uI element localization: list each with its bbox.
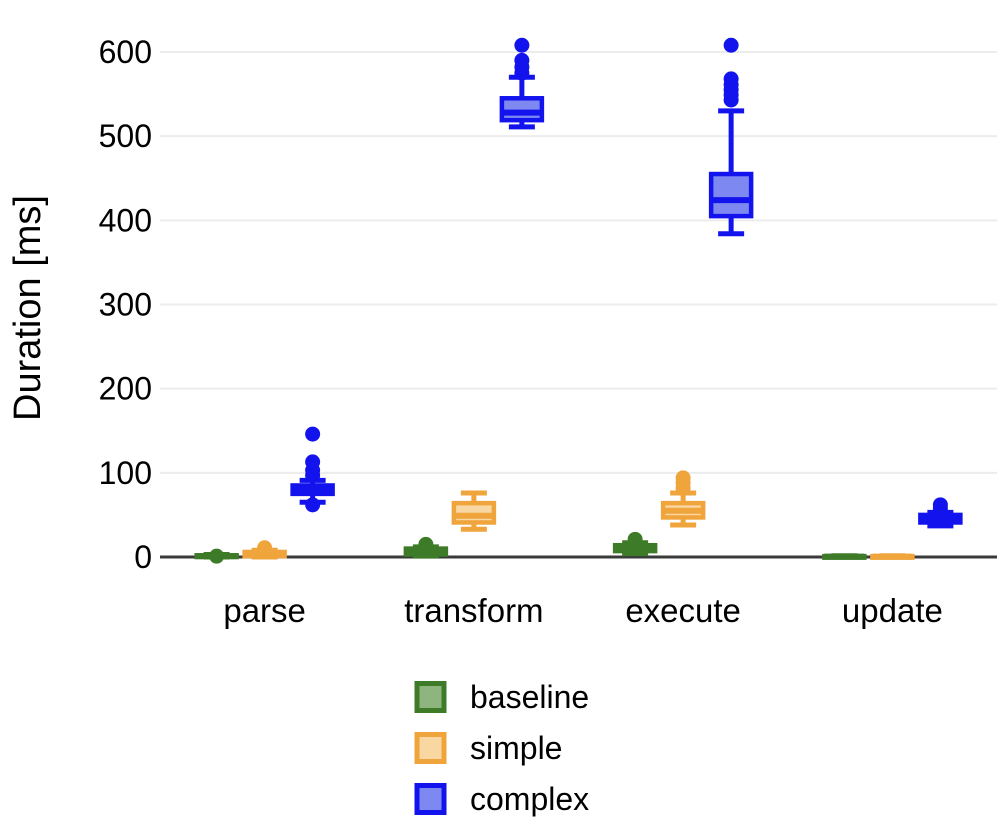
y-tick-label-600: 600 [99,34,152,70]
box [499,96,545,123]
y-tick-label-200: 200 [99,371,152,407]
boxplot-transform-baseline [403,536,449,559]
y-tick-label-300: 300 [99,286,152,322]
boxplot-execute-simple [660,470,706,528]
legend-swatch-complex [414,783,447,815]
boxplot-update-simple [870,553,915,560]
outlier-dot [627,531,643,547]
boxplot-execute-complex [708,37,754,237]
x-tick-label-transform: transform [404,592,543,629]
boxplot-update-baseline [822,553,867,560]
legend-label-baseline: baseline [470,679,589,715]
y-tick-label-500: 500 [99,118,152,154]
outlier-dot [675,470,691,486]
y-tick-label-0: 0 [134,539,152,575]
outlier-dot [418,536,434,552]
x-tick-label-execute: execute [625,592,741,629]
outlier-dot [723,37,739,53]
x-tick-label-parse: parse [223,592,306,629]
boxplot-parse-complex [290,426,335,513]
y-axis-title: Duration [ms] [7,195,49,421]
outlier-dot [305,497,321,513]
legend-swatch-baseline [414,681,447,713]
x-tick-label-update: update [842,592,943,629]
boxplot-parse-simple [242,540,287,560]
outlier-dot [305,426,321,442]
boxplot-transform-simple [451,490,497,532]
boxplot-update-complex [918,497,963,529]
outlier-dot [932,497,948,513]
boxplot-parse-baseline [194,548,239,564]
box [708,171,754,219]
outlier-dot [514,37,530,53]
outlier-dot [514,52,530,68]
y-tick-label-100: 100 [99,455,152,491]
outlier-dot [723,71,739,87]
legend-label-simple: simple [470,730,562,766]
legend-label-complex: complex [470,781,589,817]
outlier-dot [305,454,321,470]
legend-swatch-simple [414,732,447,764]
boxplot-execute-baseline [612,531,658,557]
y-tick-label-400: 400 [99,202,152,238]
boxplot-transform-complex [499,37,545,130]
outlier-dot [209,548,225,564]
outlier-dot [257,540,273,556]
